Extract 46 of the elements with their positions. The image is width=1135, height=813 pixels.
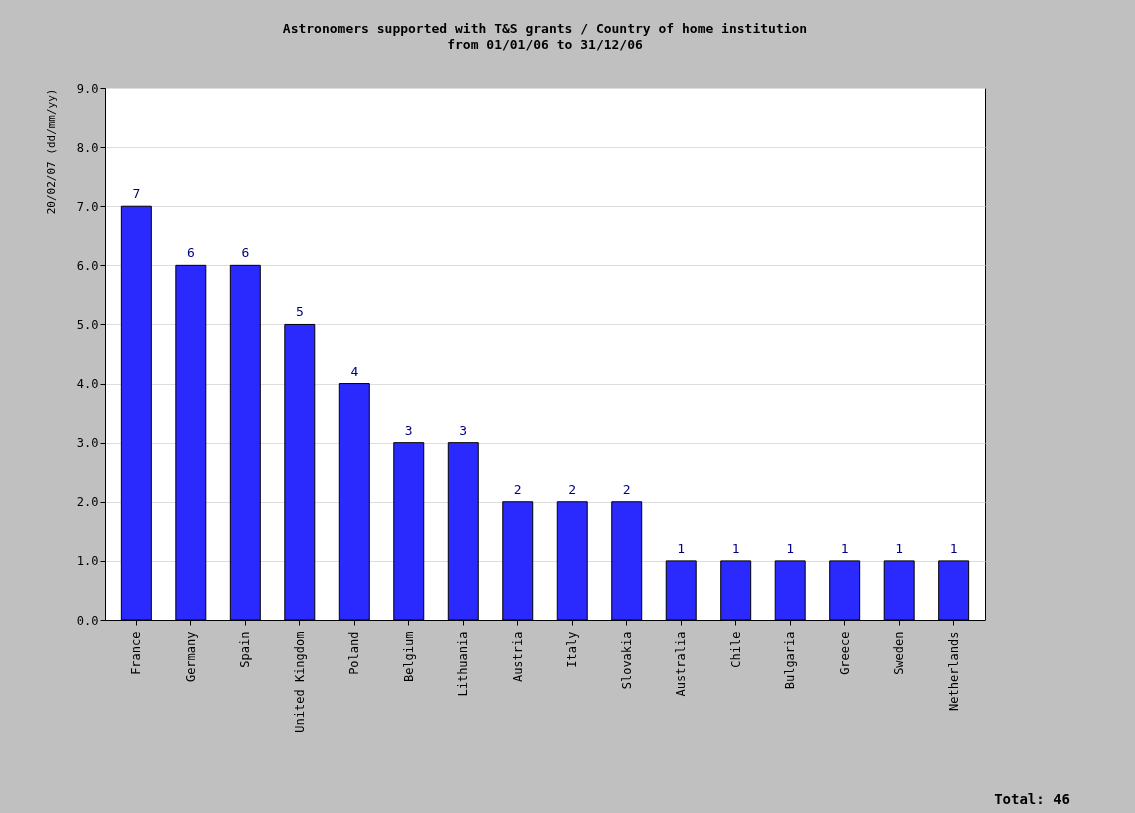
x-tick-label: Slovakia — [619, 631, 634, 690]
data-label: 1 — [677, 540, 686, 556]
data-label: 1 — [786, 540, 795, 556]
x-tick-label: Chile — [728, 631, 743, 668]
x-tick-label: Italy — [565, 631, 580, 668]
x-tick-label: Spain — [238, 631, 253, 668]
data-label: 3 — [459, 422, 468, 438]
x-tick-label: France — [129, 631, 144, 675]
data-label: 7 — [132, 186, 141, 202]
data-label: 1 — [840, 540, 849, 556]
x-tick-label: Sweden — [892, 631, 907, 675]
x-tick-label: Bulgaria — [783, 631, 798, 690]
data-label: 1 — [949, 540, 958, 556]
data-label: 1 — [895, 540, 904, 556]
y-tick-label: 8.0 — [76, 140, 99, 155]
data-label: 6 — [241, 245, 250, 261]
y-tick-label: 2.0 — [76, 495, 99, 510]
y-tick-label: 3.0 — [76, 436, 99, 451]
x-tick-label: Austria — [510, 631, 525, 683]
x-tick-label: Lithuania — [456, 631, 471, 697]
data-label: 1 — [731, 540, 740, 556]
y-tick-label: 9.0 — [76, 81, 99, 96]
y-tick-label: 7.0 — [76, 199, 99, 214]
x-tick-label: Germany — [183, 631, 198, 683]
x-tick-label: United Kingdom — [292, 631, 307, 733]
x-tick-label: Belgium — [401, 631, 416, 683]
x-tick-label: Greece — [837, 631, 852, 675]
data-label: 2 — [622, 481, 631, 497]
x-tick-label: Poland — [347, 631, 362, 675]
data-label: 2 — [568, 481, 577, 497]
data-label: 5 — [295, 304, 304, 320]
y-tick-label: 1.0 — [76, 554, 99, 569]
chart-subtitle: from 01/01/06 to 31/12/06 — [447, 37, 643, 52]
x-tick-label: Australia — [674, 631, 689, 697]
y-tick-label: 4.0 — [76, 377, 99, 392]
x-tick-label: Netherlands — [946, 631, 961, 711]
data-label: 2 — [513, 481, 522, 497]
data-label: 3 — [404, 422, 413, 438]
data-label: 4 — [350, 363, 359, 379]
y-axis-title: 20/02/07 (dd/mm/yy) — [44, 88, 58, 215]
text: Total: 46 — [994, 791, 1070, 807]
chart-title: Astronomers supported with T&S grants / Country of home institution — [282, 21, 808, 36]
y-tick-label: 6.0 — [76, 258, 99, 273]
y-tick-label: 5.0 — [76, 317, 99, 332]
data-label: 6 — [186, 245, 195, 261]
y-tick-label: 0.0 — [76, 613, 99, 628]
